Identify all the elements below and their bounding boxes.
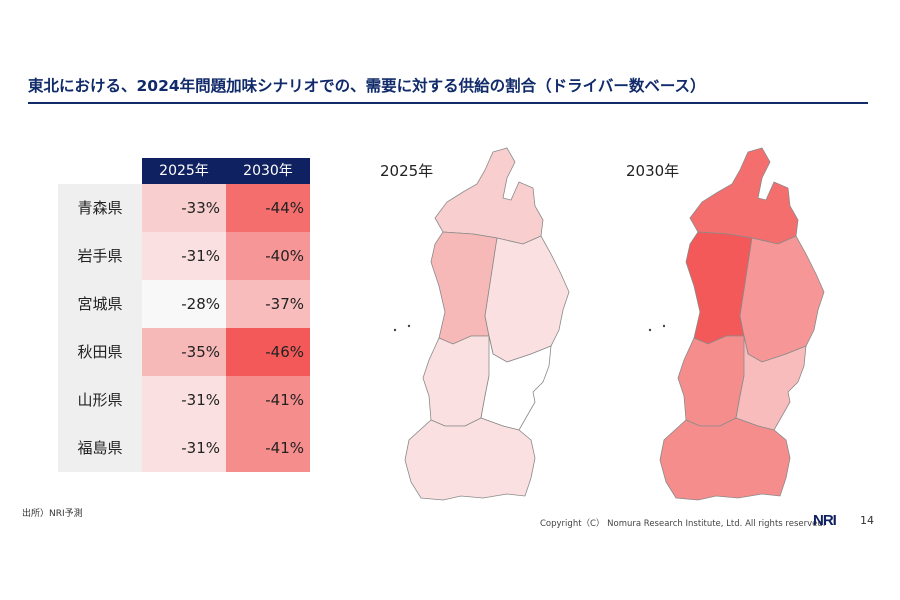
table-row: 秋田県 -35% -46%: [58, 328, 310, 376]
prefecture-iwate: [484, 235, 570, 363]
prefecture-miyagi: [735, 335, 807, 431]
value-2030: -41%: [226, 376, 310, 424]
island-dot: [662, 324, 666, 328]
table-row: 岩手県 -31% -40%: [58, 232, 310, 280]
value-2030: -46%: [226, 328, 310, 376]
prefecture-aomori: [689, 147, 799, 245]
prefecture-iwate: [739, 235, 825, 363]
value-2025: -33%: [142, 184, 226, 232]
nri-logo: NRI: [813, 512, 837, 529]
header-2030: 2030年: [226, 158, 310, 184]
value-2030: -44%: [226, 184, 310, 232]
prefecture-name: 福島県: [58, 424, 142, 472]
prefecture-fukushima: [659, 417, 791, 501]
prefecture-name: 青森県: [58, 184, 142, 232]
prefecture-name: 秋田県: [58, 328, 142, 376]
table-row: 青森県 -33% -44%: [58, 184, 310, 232]
shortage-table: 2025年 2030年 青森県 -33% -44% 岩手県 -31% -40% 宮城県 -28…: [58, 158, 310, 472]
island-dot: [393, 328, 397, 332]
map-label-2030: 2030年: [626, 162, 680, 180]
value-2025: -31%: [142, 424, 226, 472]
value-2025: -31%: [142, 232, 226, 280]
title-divider: [28, 102, 868, 104]
table-row: 宮城県 -28% -37%: [58, 280, 310, 328]
island-dot: [648, 328, 652, 332]
value-2025: -35%: [142, 328, 226, 376]
value-2030: -41%: [226, 424, 310, 472]
table-body: 青森県 -33% -44% 岩手県 -31% -40% 宮城県 -28% -37% 秋田県 -35%…: [58, 184, 310, 472]
table-row: 福島県 -31% -41%: [58, 424, 310, 472]
map-label-2025: 2025年: [380, 162, 434, 180]
copyright-text: Copyright（C） Nomura Research Institute, …: [540, 519, 826, 529]
header-2025: 2025年: [142, 158, 226, 184]
source-note: 出所）NRI予測: [22, 509, 83, 519]
value-2025: -28%: [142, 280, 226, 328]
slide-title: 東北における、2024年問題加味シナリオでの、需要に対する供給の割合（ドライバー…: [28, 77, 706, 95]
table-row: 山形県 -31% -41%: [58, 376, 310, 424]
table-header: 2025年 2030年: [142, 158, 310, 184]
prefecture-name: 宮城県: [58, 280, 142, 328]
value-2025: -31%: [142, 376, 226, 424]
prefecture-name: 岩手県: [58, 232, 142, 280]
prefecture-miyagi: [480, 335, 552, 431]
island-dot: [407, 324, 411, 328]
prefecture-name: 山形県: [58, 376, 142, 424]
page-number: 14: [860, 514, 874, 527]
value-2030: -40%: [226, 232, 310, 280]
prefecture-aomori: [434, 147, 544, 245]
prefecture-fukushima: [404, 417, 536, 501]
value-2030: -37%: [226, 280, 310, 328]
map-2030: [648, 147, 825, 501]
map-2025: [393, 147, 570, 501]
